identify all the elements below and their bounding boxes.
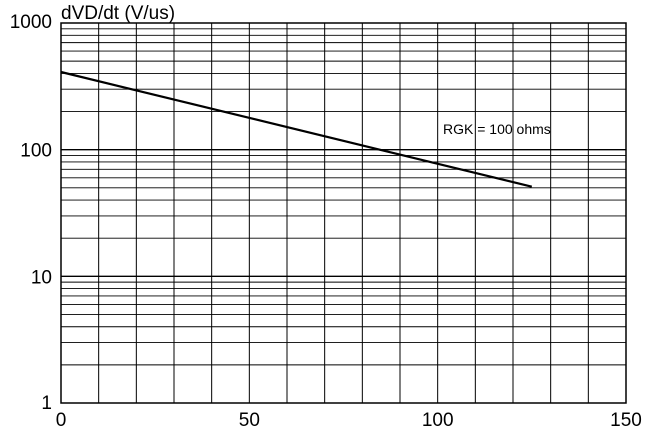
series-line: [60, 70, 533, 188]
x-tick-label: 100: [422, 410, 454, 431]
x-tick-label: 0: [56, 410, 67, 431]
series-layer: [60, 70, 533, 188]
plot-frame: [60, 22, 627, 404]
y-tick-label: 1000: [10, 12, 52, 33]
grid-layer: [61, 23, 626, 403]
x-tick-label: 150: [610, 410, 642, 431]
y-tick-label: 100: [20, 141, 52, 162]
y-tick-label: 10: [31, 267, 52, 288]
series-annotation: RGK = 100 ohms: [443, 121, 551, 137]
tick-layer: 0 50 100 150 1 10 100 1000: [10, 12, 642, 431]
x-tick-label: 50: [239, 410, 260, 431]
y-axis-label: dVD/dt (V/us): [61, 3, 175, 24]
y-tick-label: 1: [41, 393, 52, 414]
